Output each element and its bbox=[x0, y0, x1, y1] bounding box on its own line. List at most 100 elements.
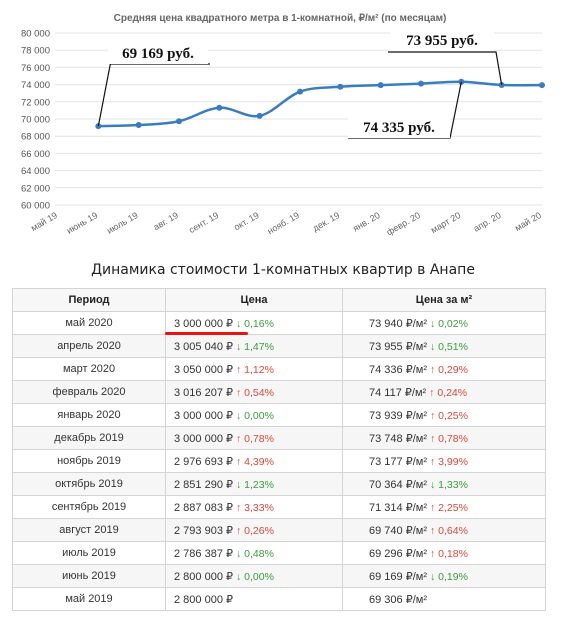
y-tick-label: 80 000 bbox=[21, 29, 50, 40]
row-period: август 2019 bbox=[12, 518, 166, 542]
row-price-sqm: 73 748 ₽/м² ↑ 0,78% bbox=[342, 426, 546, 450]
row-price: 3 050 000 ₽ ↑ 1,12% bbox=[165, 357, 343, 381]
table-row: июнь 2019 2 800 000 ₽ ↓ 0,00% 69 169 ₽/м² ↓ … bbox=[12, 564, 546, 588]
row-period: июнь 2019 bbox=[12, 564, 166, 588]
x-tick-label: сент. 19 bbox=[187, 210, 220, 235]
y-tick-label: 68 000 bbox=[21, 132, 50, 143]
row-price-sqm: 71 314 ₽/м² ↑ 2,25% bbox=[342, 495, 546, 519]
price-change: ↓ 0,00% bbox=[236, 409, 274, 422]
table-header-row: Период Цена Цена за м² bbox=[12, 288, 546, 312]
sqm-value: 73 939 ₽/м² bbox=[369, 409, 427, 422]
row-price-sqm: 73 939 ₽/м² ↑ 0,25% bbox=[342, 403, 546, 427]
row-price: 2 800 000 ₽ bbox=[165, 587, 343, 611]
data-point bbox=[337, 83, 344, 90]
row-price: 2 887 083 ₽ ↑ 3,33% bbox=[165, 495, 343, 519]
sqm-value: 73 955 ₽/м² bbox=[369, 340, 427, 353]
sqm-change: ↑ 0,18% bbox=[429, 547, 468, 560]
sqm-change: ↓ 0,19% bbox=[429, 570, 468, 583]
sqm-change: ↑ 0,29% bbox=[429, 363, 468, 376]
row-price-sqm: 70 364 ₽/м² ↓ 1,33% bbox=[342, 472, 546, 496]
row-price-sqm: 74 117 ₽/м² ↑ 0,24% bbox=[342, 380, 546, 404]
table-row: февраль 2020 3 016 207 ₽ ↑ 0,54% 74 117 ₽/м… bbox=[12, 380, 546, 404]
sqm-value: 74 117 ₽/м² bbox=[369, 386, 427, 399]
y-tick-label: 60 000 bbox=[21, 201, 50, 212]
row-price-sqm: 73 177 ₽/м² ↑ 3,99% bbox=[342, 449, 546, 473]
x-tick-label: дек. 19 bbox=[311, 210, 341, 233]
price-value: 2 793 903 ₽ bbox=[174, 524, 233, 537]
x-tick-label: нояб. 19 bbox=[266, 210, 301, 236]
sqm-change: ↑ 0,25% bbox=[429, 409, 468, 422]
y-tick-label: 64 000 bbox=[21, 166, 50, 177]
price-value: 3 000 000 ₽ bbox=[174, 409, 233, 422]
price-value: 3 000 000 ₽ bbox=[174, 317, 233, 330]
sqm-value: 69 306 ₽/м² bbox=[369, 593, 427, 606]
row-price: 3 016 207 ₽ ↑ 0,54% bbox=[165, 380, 343, 404]
x-tick-label: май 20 bbox=[513, 210, 543, 233]
table-row: май 2019 2 800 000 ₽ 69 306 ₽/м² bbox=[12, 587, 546, 611]
price-change: ↓ 0,16% bbox=[236, 317, 274, 330]
y-tick-label: 66 000 bbox=[21, 149, 50, 160]
annotation-box bbox=[108, 42, 208, 64]
price-change: ↑ 4,39% bbox=[236, 455, 274, 468]
row-price: 2 800 000 ₽ ↓ 0,00% bbox=[165, 564, 343, 588]
row-price: 2 976 693 ₽ ↑ 4,39% bbox=[165, 449, 343, 473]
row-price-sqm: 73 955 ₽/м² ↓ 0,51% bbox=[342, 334, 546, 358]
x-tick-label: авг. 19 bbox=[152, 210, 180, 232]
table-row: март 2020 3 050 000 ₽ ↑ 1,12% 74 336 ₽/м² ↑ … bbox=[12, 357, 546, 381]
price-dynamics-table: Период Цена Цена за м² май 2020 3 000 000… bbox=[12, 288, 546, 611]
annotation-label: 74 335 руб. bbox=[363, 120, 435, 136]
x-tick-label: май 19 bbox=[29, 210, 59, 233]
price-value: 2 800 000 ₽ bbox=[174, 570, 233, 583]
table-row: декабрь 2019 3 000 000 ₽ ↑ 0,78% 73 748 ₽/м… bbox=[12, 426, 546, 450]
sqm-change: ↑ 0,24% bbox=[429, 386, 468, 399]
data-point bbox=[539, 82, 545, 89]
y-tick-label: 70 000 bbox=[21, 115, 50, 126]
data-point bbox=[135, 122, 142, 129]
row-period: март 2020 bbox=[12, 357, 166, 381]
header-price-sqm: Цена за м² bbox=[342, 288, 546, 312]
header-price: Цена bbox=[165, 288, 343, 312]
sqm-value: 74 336 ₽/м² bbox=[369, 363, 427, 376]
row-period: ноябрь 2019 bbox=[12, 449, 166, 473]
row-price: 2 786 387 ₽ ↓ 0,48% bbox=[165, 541, 343, 565]
y-tick-label: 72 000 bbox=[21, 97, 50, 108]
annotation-box bbox=[390, 29, 494, 51]
row-price: 3 005 040 ₽ ↓ 1,47% bbox=[165, 334, 343, 358]
price-change: ↓ 1,23% bbox=[236, 478, 274, 491]
y-tick-label: 62 000 bbox=[21, 183, 50, 194]
price-value: 2 786 387 ₽ bbox=[174, 547, 233, 560]
sqm-change: ↑ 0,64% bbox=[429, 524, 468, 537]
table-row: август 2019 2 793 903 ₽ ↑ 0,26% 69 740 ₽/м²… bbox=[12, 518, 546, 542]
annotation-leader bbox=[388, 51, 503, 86]
sqm-change: ↓ 1,33% bbox=[429, 478, 468, 491]
y-tick-label: 76 000 bbox=[21, 63, 50, 74]
row-period: декабрь 2019 bbox=[12, 426, 166, 450]
row-period: сентябрь 2019 bbox=[12, 495, 166, 519]
price-change: ↑ 1,12% bbox=[236, 363, 274, 376]
sqm-change: ↓ 0,02% bbox=[429, 317, 468, 330]
price-value: 2 851 290 ₽ bbox=[174, 478, 233, 491]
row-period: июль 2019 bbox=[12, 541, 166, 565]
price-change: ↑ 0,54% bbox=[236, 386, 274, 399]
sqm-value: 73 177 ₽/м² bbox=[369, 455, 427, 468]
data-point bbox=[418, 80, 424, 87]
price-change: ↑ 0,26% bbox=[236, 524, 274, 537]
data-point bbox=[216, 104, 223, 111]
sqm-change: ↑ 0,78% bbox=[429, 432, 468, 445]
row-price: 3 000 000 ₽ ↓ 0,00% bbox=[165, 403, 343, 427]
table-title: Динамика стоимости 1-комнатных квартир в… bbox=[91, 262, 475, 278]
header-period: Период bbox=[12, 288, 166, 312]
price-change: ↑ 3,33% bbox=[236, 501, 274, 514]
data-point bbox=[297, 88, 303, 95]
x-tick-label: март 20 bbox=[429, 210, 462, 235]
x-tick-label: янв. 20 bbox=[351, 210, 382, 233]
y-tick-label: 78 000 bbox=[21, 46, 50, 57]
sqm-value: 71 314 ₽/м² bbox=[369, 501, 427, 514]
row-price: 2 793 903 ₽ ↑ 0,26% bbox=[165, 518, 343, 542]
sqm-value: 70 364 ₽/м² bbox=[369, 478, 427, 491]
row-price: 3 000 000 ₽ ↑ 0,78% bbox=[165, 426, 343, 450]
row-price-sqm: 69 296 ₽/м² ↑ 0,18% bbox=[342, 541, 546, 565]
row-price-sqm: 73 940 ₽/м² ↓ 0,02% bbox=[342, 311, 546, 335]
x-tick-label: июль 19 bbox=[105, 210, 139, 236]
table-row: сентябрь 2019 2 887 083 ₽ ↑ 3,33% 71 314 ₽/… bbox=[12, 495, 546, 519]
